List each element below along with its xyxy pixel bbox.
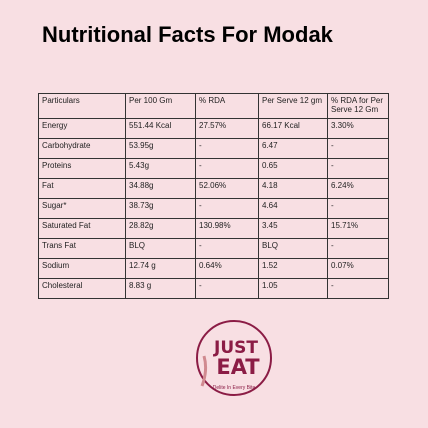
table-cell: BLQ [258,238,328,259]
table-row: Trans Fat BLQ - BLQ - [38,238,389,259]
table-cell: - [327,238,389,259]
table-cell: Proteins [38,158,126,179]
table-cell: - [195,158,259,179]
table-cell: Sodium [38,258,126,279]
table-cell: 4.18 [258,178,328,199]
logo-wheat [200,355,208,387]
nutrition-table: Particulars Per 100 Gm% RDA Per Serve 12 g… [38,93,389,299]
logo-ring [196,320,272,396]
table-cell: BLQ [125,238,196,259]
table-cell: Per 100 Gm [125,93,196,119]
table-cell: - [195,138,259,159]
table-cell: 130.98% [195,218,259,239]
table-cell: 53.95g [125,138,196,159]
table-cell: 1.52 [258,258,328,279]
table-cell: Energy [38,118,126,139]
table-cell: 66.17 Kcal [258,118,328,139]
table-row: Carbohydrate 53.95g -6.47- [38,138,389,159]
table-cell: 6.24% [327,178,389,199]
table-cell: - [327,278,389,299]
table-cell: 551.44 Kcal [125,118,196,139]
table-cell: 27.57% [195,118,259,139]
table-cell: - [195,278,259,299]
logo-line2: EAT [216,355,260,379]
table-cell: % RDA for Per Serve 12 Gm [327,93,389,119]
table-row: Cholesteral 8.83 g -1.05- [38,278,389,299]
table-row: Fat 34.88g 52.06% 4.18 6.24% [38,178,389,199]
table-row: Proteins 5.43g -0.65- [38,158,389,179]
table-cell: 0.64% [195,258,259,279]
table-cell: Carbohydrate [38,138,126,159]
table-cell: Trans Fat [38,238,126,259]
table-cell: 8.83 g [125,278,196,299]
table-cell: - [327,158,389,179]
table-cell: 5.43g [125,158,196,179]
table-row: Sugar* 38.73g -4.64- [38,198,389,219]
table-row: Particulars Per 100 Gm% RDA Per Serve 12 g… [38,93,389,119]
table-cell: Sugar* [38,198,126,219]
table-cell: 3.30% [327,118,389,139]
table-cell: Per Serve 12 gm [258,93,328,119]
table-cell: - [327,198,389,219]
table-cell: % RDA [195,93,259,119]
table-row: Saturated Fat 28.82g 130.98% 3.45 15.71% [38,218,389,239]
logo: JUST EAT Delite In Every Bite [196,320,272,396]
table-cell: 15.71% [327,218,389,239]
table-cell: 1.05 [258,278,328,299]
table-cell: 0.07% [327,258,389,279]
title: Nutritional Facts For Modak [42,22,333,47]
table-cell: Fat [38,178,126,199]
table-cell: 4.64 [258,198,328,219]
table-cell: Cholesteral [38,278,126,299]
table-cell: 34.88g [125,178,196,199]
table-row: Energy 551.44 Kcal 27.57% 66.17 Kcal 3.30% [38,118,389,139]
table-cell: Particulars [38,93,126,119]
table-cell: 0.65 [258,158,328,179]
table-cell: 38.73g [125,198,196,219]
table-cell: - [195,198,259,219]
table-cell: 52.06% [195,178,259,199]
table-row: Sodium 12.74 g 0.64% 1.52 0.07% [38,258,389,279]
table-cell: - [195,238,259,259]
table-cell: 28.82g [125,218,196,239]
table-cell: Saturated Fat [38,218,126,239]
logo-tagline: Delite In Every Bite [213,385,256,391]
table-cell: 12.74 g [125,258,196,279]
table-cell: - [327,138,389,159]
table-cell: 3.45 [258,218,328,239]
table-cell: 6.47 [258,138,328,159]
logo-line1: JUST [213,338,258,358]
